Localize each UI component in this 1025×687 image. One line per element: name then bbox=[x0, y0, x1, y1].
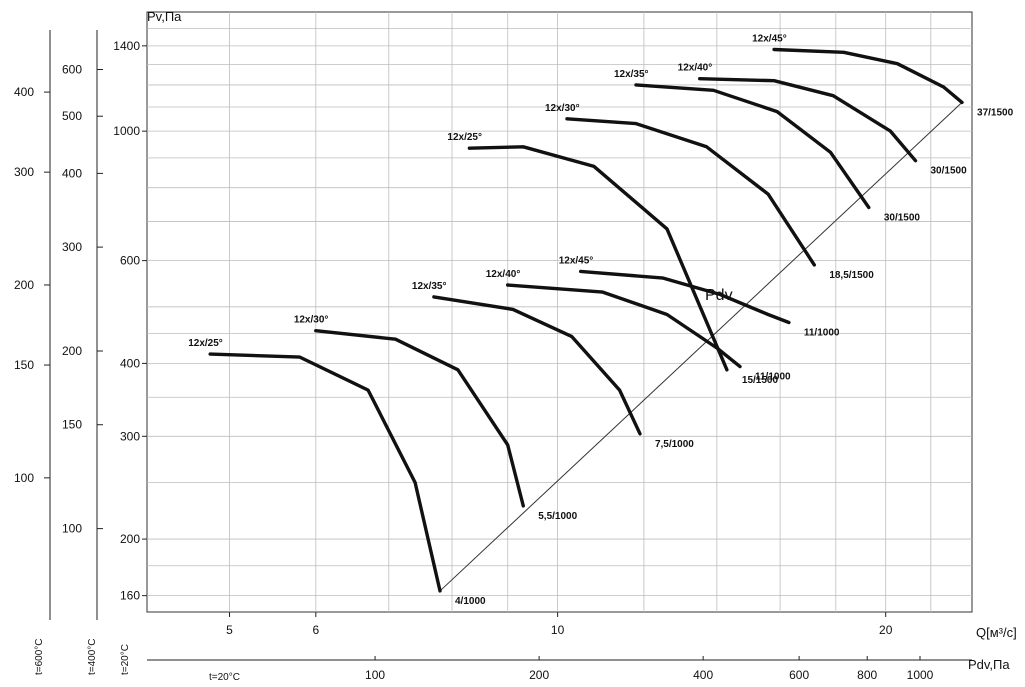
series-power-label: 7,5/1000 bbox=[655, 439, 694, 450]
y-tick-label: 200 bbox=[120, 532, 140, 546]
series-layer bbox=[208, 47, 964, 593]
series-name-label: 12x/35° bbox=[412, 281, 447, 292]
series-power-label: 5,5/1000 bbox=[538, 511, 577, 522]
left-axis-tick-label: 100 bbox=[14, 471, 34, 485]
x-tick-label: 5 bbox=[226, 623, 233, 637]
left-axis-tick-label: 400 bbox=[14, 85, 34, 99]
series-name-label: 12x/45° bbox=[559, 255, 594, 266]
series-power-label: 30/1500 bbox=[931, 166, 968, 177]
series-line-7 bbox=[565, 117, 816, 267]
series-line-9 bbox=[698, 77, 918, 163]
series-line-8 bbox=[634, 83, 871, 210]
left-axis-tick-label: 300 bbox=[62, 240, 82, 254]
series-power-label: 11/1000 bbox=[755, 372, 791, 383]
pdv-tick-label: 600 bbox=[789, 668, 809, 682]
series-line-1 bbox=[208, 352, 442, 593]
left-axis-tick-label: 500 bbox=[62, 109, 82, 123]
grid-layer bbox=[146, 11, 973, 613]
y-tick-label: 1400 bbox=[113, 39, 140, 53]
left-axis-tick-label: 150 bbox=[14, 358, 34, 372]
x-tick-label: 6 bbox=[312, 623, 319, 637]
x-tick-label: 20 bbox=[879, 623, 893, 637]
y-tick-label: 600 bbox=[120, 254, 140, 268]
series-power-label: 15/1500 bbox=[742, 375, 779, 386]
series-name-label: 12x/25° bbox=[447, 132, 482, 143]
y-tick-label: 1000 bbox=[113, 124, 140, 138]
pdv-diagonal-line bbox=[439, 102, 963, 592]
pdv-tick-label: 400 bbox=[693, 668, 713, 682]
left-axis-tick-label: 150 bbox=[62, 418, 82, 432]
left-axis-tick-label: 600 bbox=[62, 62, 82, 76]
pdv-tick-label: 100 bbox=[365, 668, 385, 682]
left-axis-3-condition: t=20°C bbox=[120, 644, 131, 675]
pdv-axis-title: Pdv,Па bbox=[968, 657, 1010, 672]
series-line-10 bbox=[772, 47, 964, 105]
series-name-label: 12x/25° bbox=[188, 338, 223, 349]
series-line-5 bbox=[579, 269, 791, 325]
series-power-label: 30/1500 bbox=[884, 212, 921, 223]
plot-frame bbox=[146, 11, 973, 613]
diagonal-label: Pdv bbox=[705, 287, 733, 304]
series-name-label: 12x/40° bbox=[678, 63, 713, 74]
series-name-label: 12x/45° bbox=[752, 33, 787, 44]
series-power-label: 18,5/1500 bbox=[829, 270, 874, 281]
x-axis-title: Q[м³/с] bbox=[976, 625, 1017, 640]
series-name-label: 12x/40° bbox=[486, 269, 521, 280]
left-axis-tick-label: 100 bbox=[62, 522, 82, 536]
y-tick-label: 400 bbox=[120, 356, 140, 370]
series-power-label: 11/1000 bbox=[804, 328, 840, 339]
pdv-axis-condition: t=20°C bbox=[209, 672, 240, 683]
labels-layer: 12x/25° 4/1000 12x/30° 5,5/1000 12x/35° 7,5/1… bbox=[188, 33, 1013, 606]
left-axis-tick-label: 200 bbox=[14, 278, 34, 292]
series-line-4 bbox=[506, 283, 742, 369]
left-axis-tick-label: 300 bbox=[14, 165, 34, 179]
left-axis-2-condition: t=400°C bbox=[87, 638, 98, 675]
x-tick-label: 10 bbox=[551, 623, 565, 637]
series-name-label: 12x/30° bbox=[545, 103, 580, 114]
series-name-label: 12x/30° bbox=[294, 315, 329, 326]
series-line-6 bbox=[467, 145, 729, 372]
left-axis-1-condition: t=600°C bbox=[34, 638, 45, 675]
pdv-tick-label: 1000 bbox=[907, 668, 934, 682]
series-power-label: 4/1000 bbox=[455, 596, 486, 607]
y-tick-label: 160 bbox=[120, 589, 140, 603]
y-tick-label: 300 bbox=[120, 429, 140, 443]
series-power-label: 37/1500 bbox=[977, 107, 1014, 118]
series-line-2 bbox=[314, 329, 525, 508]
series-name-label: 12x/35° bbox=[614, 69, 649, 80]
series-line-3 bbox=[432, 295, 642, 436]
left-axis-tick-label: 400 bbox=[62, 166, 82, 180]
y-axis-title: Pv,Па bbox=[147, 9, 182, 24]
axes-layer: 160 200 300 400 600 1000 1400 5 6 10 20 100 200 400 60… bbox=[14, 30, 972, 682]
pdv-tick-label: 200 bbox=[529, 668, 549, 682]
left-axis-tick-label: 200 bbox=[62, 344, 82, 358]
pdv-tick-label: 800 bbox=[857, 668, 877, 682]
